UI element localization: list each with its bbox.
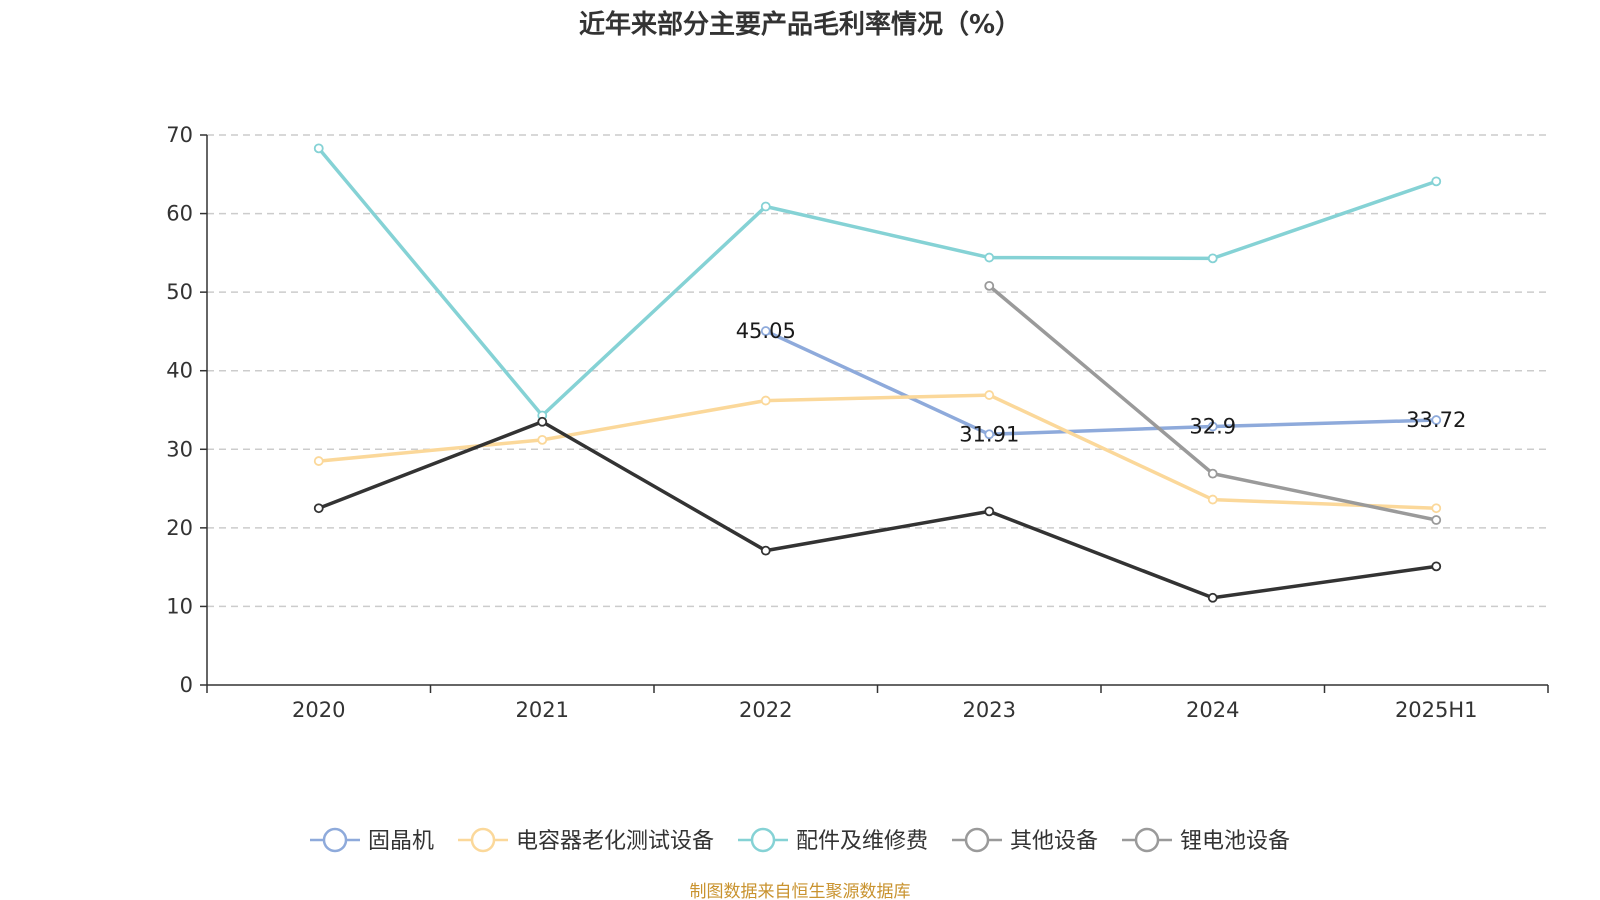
data-label: 45.05 xyxy=(736,319,796,343)
data-point[interactable] xyxy=(984,506,995,517)
legend-item[interactable]: 电容器老化测试设备 xyxy=(458,827,714,854)
grid xyxy=(207,134,1548,608)
legend-label: 配件及维修费 xyxy=(796,829,928,854)
data-point[interactable] xyxy=(984,280,995,291)
data-point[interactable] xyxy=(313,143,324,154)
source-note: 制图数据来自恒生聚源数据库 xyxy=(690,882,911,900)
y-tick-label: 50 xyxy=(166,280,193,304)
chart-title: 近年来部分主要产品毛利率情况（%） xyxy=(579,9,1021,40)
legend-label: 固晶机 xyxy=(368,829,434,854)
series-1 xyxy=(313,390,1442,514)
legend-label: 其他设备 xyxy=(1010,829,1098,854)
data-label: 33.72 xyxy=(1406,408,1466,432)
data-label: 32.9 xyxy=(1189,415,1236,439)
legend-item[interactable]: 配件及维修费 xyxy=(738,827,928,854)
legend-label: 电容器老化测试设备 xyxy=(516,829,714,854)
legend-marker xyxy=(322,827,348,853)
y-tick-label: 70 xyxy=(166,123,193,147)
data-point[interactable] xyxy=(984,429,995,440)
data-point[interactable] xyxy=(1207,421,1218,432)
data-point[interactable] xyxy=(1207,253,1218,264)
series-line xyxy=(317,147,1437,418)
data-point[interactable] xyxy=(1207,468,1218,479)
series-line xyxy=(988,284,1437,522)
series-4 xyxy=(313,416,1442,603)
data-point[interactable] xyxy=(537,416,548,427)
y-tick-label: 30 xyxy=(166,437,193,461)
data-labels: 45.05 31.91 32.9 33.72 xyxy=(736,319,1467,446)
legend-marker xyxy=(964,827,990,853)
data-point[interactable] xyxy=(984,390,995,400)
data-point[interactable] xyxy=(760,545,771,556)
x-tick-label: 2023 xyxy=(963,698,1016,722)
data-point[interactable] xyxy=(1207,592,1218,603)
data-point[interactable] xyxy=(537,434,548,445)
legend-marker xyxy=(1134,827,1160,853)
y-tick-label: 40 xyxy=(166,359,193,383)
data-point[interactable] xyxy=(1431,503,1442,514)
data-point[interactable] xyxy=(760,326,771,336)
legend-item[interactable]: 其他设备 xyxy=(952,827,1098,854)
data-point[interactable] xyxy=(984,252,995,263)
data-point[interactable] xyxy=(1431,176,1442,187)
legend-label: 锂电池设备 xyxy=(1180,829,1290,854)
series-line xyxy=(318,393,1437,510)
data-point[interactable] xyxy=(1431,561,1442,572)
series-line xyxy=(318,420,1437,600)
data-point[interactable] xyxy=(1207,494,1218,505)
series-line xyxy=(765,329,1437,437)
legend[interactable]: 固晶机 电容器老化测试设备 配件及维修费 其他设备 锂电池设备 xyxy=(310,827,1290,854)
x-tick-label: 2025H1 xyxy=(1395,698,1478,722)
y-tick-label: 10 xyxy=(166,594,193,618)
series-2 xyxy=(313,143,1442,421)
axes: 0 10 20 30 40 50 60 70 2020 2021 2022 2023 2024 2025H… xyxy=(166,123,1549,722)
legend-marker xyxy=(750,827,776,853)
data-point[interactable] xyxy=(313,456,324,466)
legend-item[interactable]: 固晶机 xyxy=(310,827,434,854)
series-3 xyxy=(984,280,1442,525)
data-label: 31.91 xyxy=(959,422,1019,446)
x-tick-label: 2020 xyxy=(292,698,345,722)
series-0 xyxy=(760,326,1442,440)
x-tick-label: 2024 xyxy=(1186,698,1239,722)
data-point[interactable] xyxy=(1431,515,1442,525)
series-group xyxy=(313,143,1442,603)
x-tick-label: 2021 xyxy=(516,698,569,722)
y-tick-label: 60 xyxy=(166,202,193,226)
data-point[interactable] xyxy=(760,395,771,406)
x-tick-label: 2022 xyxy=(739,698,792,722)
y-tick-label: 0 xyxy=(180,673,193,697)
data-point[interactable] xyxy=(1431,415,1442,425)
data-point[interactable] xyxy=(313,503,324,514)
data-point[interactable] xyxy=(760,201,771,212)
y-tick-label: 20 xyxy=(166,516,193,540)
legend-marker xyxy=(470,827,496,853)
legend-item[interactable]: 锂电池设备 xyxy=(1122,827,1290,854)
